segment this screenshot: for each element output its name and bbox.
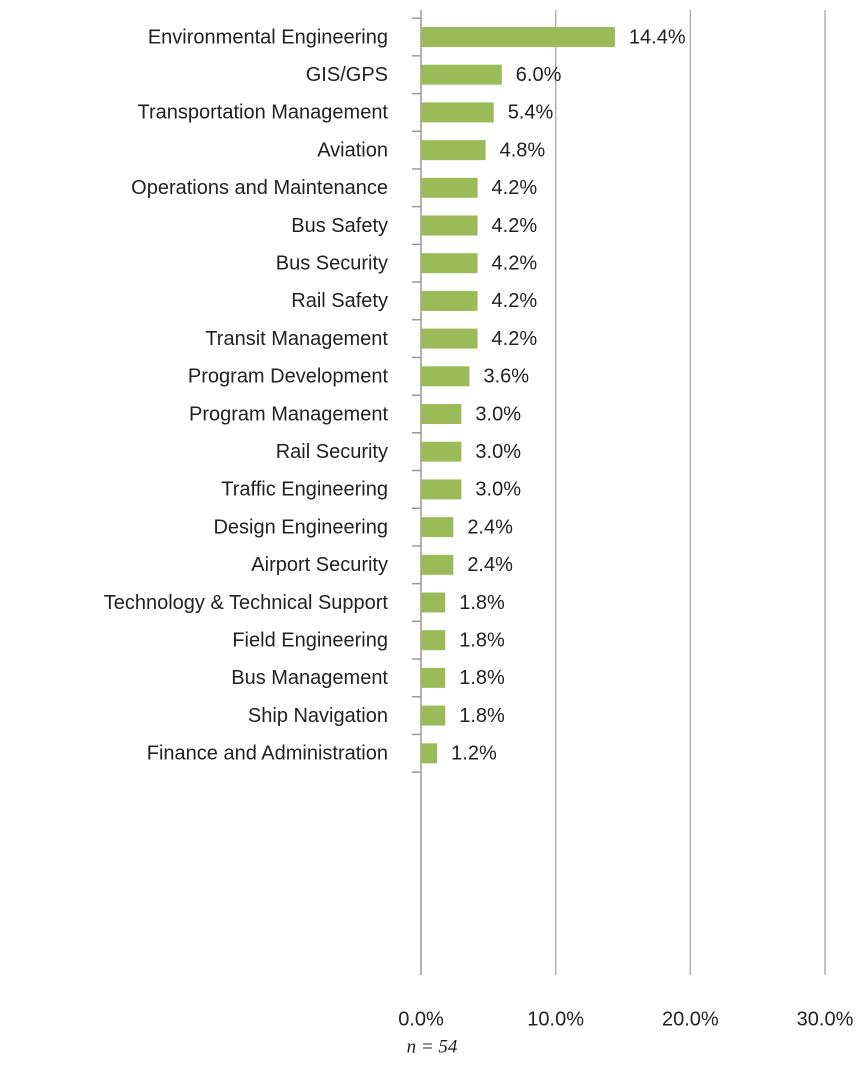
bar <box>421 743 438 764</box>
bar <box>421 27 615 47</box>
bar <box>421 64 502 85</box>
bar <box>421 177 478 198</box>
category-label: Ship Navigation <box>248 705 388 727</box>
value-label: 3.0% <box>475 441 521 463</box>
value-label: 2.4% <box>467 516 513 538</box>
category-label: Technology & Technical Support <box>104 592 389 614</box>
category-label: Rail Safety <box>291 290 388 312</box>
category-label: Finance and Administration <box>147 743 388 765</box>
value-label: 3.6% <box>483 366 529 388</box>
bar <box>421 140 486 161</box>
category-label: Program Management <box>189 403 388 425</box>
bar <box>421 404 462 424</box>
value-label: 14.4% <box>629 26 686 48</box>
bar <box>421 517 454 538</box>
category-label: Traffic Engineering <box>221 479 388 501</box>
category-label: Field Engineering <box>232 629 388 651</box>
value-label: 4.8% <box>500 139 546 161</box>
category-label: Environmental Engineering <box>148 26 388 48</box>
category-label: Rail Security <box>276 441 388 463</box>
bar <box>421 441 462 462</box>
category-label: Program Development <box>188 366 389 388</box>
bar <box>421 102 494 123</box>
bar <box>421 705 446 726</box>
value-label: 1.8% <box>459 667 505 689</box>
category-label: Transportation Management <box>137 102 388 124</box>
value-label: 1.8% <box>459 592 505 614</box>
bar <box>421 328 478 349</box>
value-label: 2.4% <box>467 554 513 576</box>
category-label: Bus Management <box>231 667 388 689</box>
category-label: Transit Management <box>205 328 388 350</box>
value-label: 6.0% <box>516 64 562 86</box>
x-tick-label: 30.0% <box>797 1008 854 1030</box>
bar <box>421 479 462 500</box>
value-label: 1.2% <box>451 743 497 765</box>
value-label: 1.8% <box>459 705 505 727</box>
x-tick-label: 20.0% <box>662 1008 719 1030</box>
value-label: 4.2% <box>492 215 538 237</box>
category-label: Bus Security <box>276 252 388 274</box>
bar <box>421 253 478 274</box>
value-label: 4.2% <box>492 328 538 350</box>
value-label: 4.2% <box>492 252 538 274</box>
value-label: 4.2% <box>492 290 538 312</box>
bar <box>421 554 454 575</box>
value-label: 5.4% <box>508 102 554 124</box>
category-label: Design Engineering <box>213 516 388 538</box>
category-label: Bus Safety <box>291 215 388 237</box>
category-label: GIS/GPS <box>306 64 388 86</box>
category-label: Airport Security <box>251 554 388 576</box>
value-label: 1.8% <box>459 629 505 651</box>
bar <box>421 215 478 236</box>
value-label: 4.2% <box>492 177 538 199</box>
x-tick-label: 10.0% <box>527 1008 584 1030</box>
category-label: Aviation <box>317 139 388 161</box>
bar <box>421 667 446 688</box>
bar <box>421 630 446 651</box>
x-tick-label: 0.0% <box>398 1008 444 1030</box>
bar <box>421 366 470 387</box>
footnote: n = 54 <box>407 1036 458 1057</box>
bar <box>421 290 478 311</box>
bar <box>421 592 446 613</box>
value-label: 3.0% <box>475 403 521 425</box>
value-label: 3.0% <box>475 479 521 501</box>
category-label: Operations and Maintenance <box>131 177 388 199</box>
